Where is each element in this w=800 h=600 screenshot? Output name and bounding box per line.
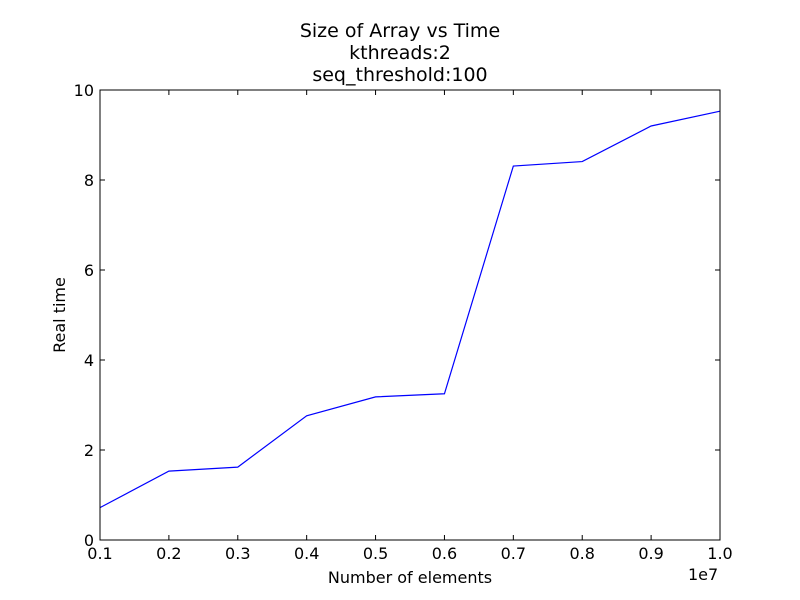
y-tick-label: 8 <box>84 171 94 190</box>
x-axis-label: Number of elements <box>327 568 493 587</box>
x-axis-offset-label: 1e7 <box>688 565 719 584</box>
series-line-0 <box>99 110 721 509</box>
y-tick-label: 0 <box>84 531 94 550</box>
x-tick-label: 0.9 <box>638 544 663 563</box>
x-tick-label: 0.6 <box>432 544 457 563</box>
y-tick-label: 2 <box>84 441 94 460</box>
chart-subtitle-kthreads: kthreads:2 <box>349 42 451 64</box>
y-axis-label: Real time <box>50 277 69 353</box>
x-tick-label: 0.1 <box>87 544 112 563</box>
x-tick-label: 0.5 <box>363 544 388 563</box>
x-tick-label: 1.0 <box>707 544 732 563</box>
y-tick-label: 4 <box>84 351 94 370</box>
x-tick-label: 0.8 <box>569 544 594 563</box>
x-tick-label: 0.7 <box>501 544 526 563</box>
x-tick-label: 0.3 <box>225 544 250 563</box>
chart-subtitle-seq-threshold: seq_threshold:100 <box>312 64 488 86</box>
plot-frame <box>99 89 721 541</box>
chart-title: Size of Array vs Time <box>299 20 501 42</box>
x-tick-label: 0.2 <box>156 544 181 563</box>
x-tick-label: 0.4 <box>294 544 319 563</box>
y-tick-label: 6 <box>84 261 94 280</box>
y-tick-label: 10 <box>74 81 94 100</box>
